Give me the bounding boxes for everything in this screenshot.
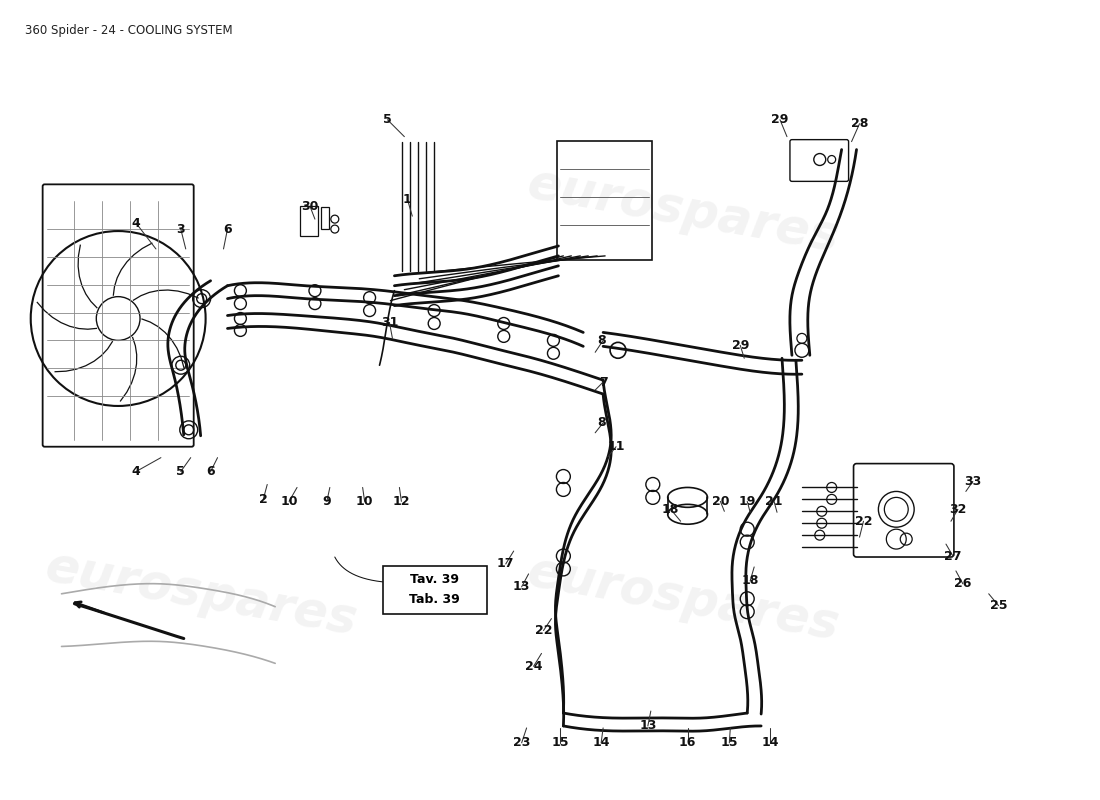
Text: 17: 17 xyxy=(497,558,515,570)
Text: 20: 20 xyxy=(712,495,729,508)
Text: 23: 23 xyxy=(513,736,530,750)
Text: 25: 25 xyxy=(990,599,1008,612)
Bar xyxy=(321,207,329,229)
Text: 5: 5 xyxy=(383,114,392,126)
Text: 9: 9 xyxy=(322,495,331,508)
Bar xyxy=(300,206,318,236)
Text: 8: 8 xyxy=(597,416,605,430)
Text: 29: 29 xyxy=(771,114,789,126)
Text: Tav. 39: Tav. 39 xyxy=(410,574,459,586)
Text: 30: 30 xyxy=(301,200,319,213)
Text: 4: 4 xyxy=(132,217,141,230)
Text: 2: 2 xyxy=(258,493,267,506)
Text: 1: 1 xyxy=(403,193,411,206)
Text: 14: 14 xyxy=(593,736,609,750)
Text: Tab. 39: Tab. 39 xyxy=(409,594,460,606)
Text: eurospares: eurospares xyxy=(41,542,361,645)
Text: 15: 15 xyxy=(551,736,569,750)
Text: 22: 22 xyxy=(535,624,552,637)
Text: 3: 3 xyxy=(176,222,185,235)
Text: 21: 21 xyxy=(766,495,783,508)
Text: 14: 14 xyxy=(761,736,779,750)
Text: 6: 6 xyxy=(207,465,215,478)
Text: 29: 29 xyxy=(732,339,749,352)
Text: 7: 7 xyxy=(598,376,607,389)
Text: 12: 12 xyxy=(393,495,410,508)
Text: 22: 22 xyxy=(855,514,872,528)
Text: 13: 13 xyxy=(639,719,657,733)
Text: 32: 32 xyxy=(949,503,967,516)
Bar xyxy=(383,566,487,614)
Text: 18: 18 xyxy=(662,503,680,516)
Text: 19: 19 xyxy=(738,495,756,508)
Text: 31: 31 xyxy=(381,316,398,329)
Text: 33: 33 xyxy=(965,475,981,488)
Text: 6: 6 xyxy=(223,222,232,235)
Text: 15: 15 xyxy=(720,736,738,750)
Text: 360 Spider - 24 - COOLING SYSTEM: 360 Spider - 24 - COOLING SYSTEM xyxy=(25,24,232,38)
Text: 5: 5 xyxy=(176,465,185,478)
Text: 13: 13 xyxy=(513,580,530,594)
Text: 24: 24 xyxy=(525,660,542,673)
Text: 18: 18 xyxy=(741,574,759,587)
Text: 10: 10 xyxy=(280,495,298,508)
Text: 27: 27 xyxy=(944,550,961,562)
Text: 26: 26 xyxy=(954,578,971,590)
Text: 8: 8 xyxy=(597,334,605,347)
Text: eurospares: eurospares xyxy=(522,548,843,650)
Text: 10: 10 xyxy=(356,495,373,508)
Text: eurospares: eurospares xyxy=(522,160,843,262)
Text: 11: 11 xyxy=(607,440,625,454)
Text: 4: 4 xyxy=(132,465,141,478)
Text: 16: 16 xyxy=(679,736,696,750)
Text: 28: 28 xyxy=(850,118,868,130)
